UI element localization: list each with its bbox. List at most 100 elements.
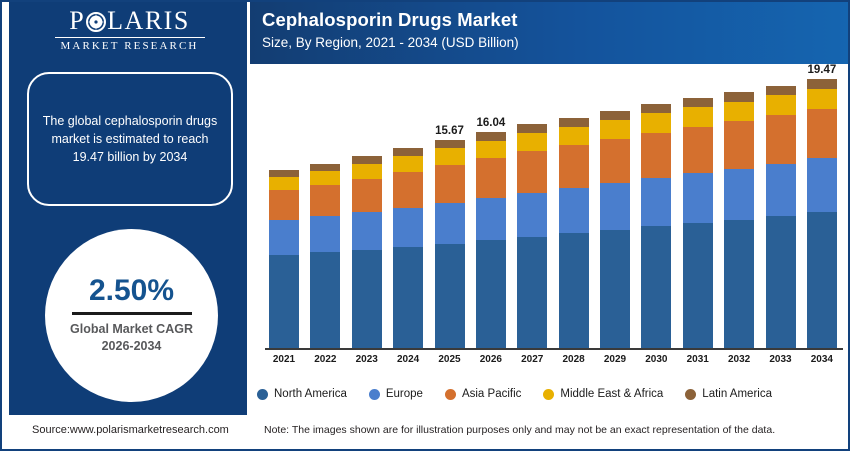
bar-column[interactable] (517, 71, 548, 350)
bar-column[interactable] (558, 71, 589, 350)
bar-segment[interactable] (682, 107, 713, 127)
bar-segment[interactable] (558, 144, 589, 188)
legend-item[interactable]: Europe (368, 388, 423, 400)
bar-segment[interactable] (600, 119, 630, 139)
bar-column[interactable]: 16.04 (475, 71, 506, 350)
bar-segment[interactable] (724, 168, 755, 220)
bar-segment[interactable] (806, 158, 837, 212)
bar-segment[interactable] (310, 170, 341, 185)
bar-segment[interactable] (434, 148, 465, 165)
bar-segment[interactable] (475, 140, 506, 158)
bar-segment[interactable] (641, 178, 672, 227)
bar-segment[interactable] (682, 222, 713, 350)
bar-segment[interactable] (351, 156, 382, 164)
bar-segment[interactable] (351, 178, 382, 213)
bar-segment[interactable] (393, 148, 424, 157)
bar-segment[interactable] (310, 163, 341, 171)
bar-segment[interactable] (558, 233, 589, 350)
bar-segment[interactable] (269, 190, 299, 220)
bar-segment[interactable] (724, 121, 755, 169)
bar-segment[interactable] (806, 108, 837, 159)
bar-segment[interactable] (641, 226, 672, 350)
bar-column[interactable] (310, 71, 341, 350)
bar-segment[interactable] (641, 132, 672, 178)
legend-color-dot (257, 388, 268, 400)
bar-segment[interactable] (724, 92, 755, 102)
bar-segment[interactable] (558, 187, 589, 234)
bar-column[interactable] (724, 71, 755, 350)
bar-segment[interactable] (600, 138, 630, 184)
bar-segment[interactable] (765, 215, 796, 350)
bar-segment[interactable] (806, 79, 837, 89)
bar-segment[interactable] (351, 249, 382, 350)
bar-segment[interactable] (765, 85, 796, 96)
bar-segment[interactable] (600, 183, 630, 230)
legend-item[interactable]: Middle East & Africa (543, 388, 663, 400)
x-axis-tick: 2024 (397, 354, 420, 365)
bar-segment[interactable] (269, 177, 299, 191)
bar-stack (393, 148, 424, 350)
bar-column[interactable]: 15.67 (434, 71, 465, 350)
bar-segment[interactable] (806, 211, 837, 350)
legend-label: Latin America (702, 388, 772, 400)
bar-segment[interactable] (765, 95, 796, 116)
legend-item[interactable]: North America (257, 388, 347, 400)
bar-column[interactable] (393, 71, 424, 350)
bar-segment[interactable] (558, 126, 589, 145)
bar-segment[interactable] (269, 254, 299, 350)
bar-segment[interactable] (641, 104, 672, 114)
bar-segment[interactable] (517, 132, 548, 151)
bar-segment[interactable] (765, 163, 796, 216)
bar-segment[interactable] (517, 123, 548, 133)
bar-segment[interactable] (558, 117, 589, 127)
bar-segment[interactable] (724, 219, 755, 350)
bar-segment[interactable] (475, 157, 506, 199)
bar-column[interactable] (351, 71, 382, 350)
bar-segment[interactable] (393, 171, 424, 208)
bar-segment[interactable] (393, 246, 424, 350)
bar-segment[interactable] (765, 115, 796, 164)
bar-segment[interactable] (310, 216, 341, 253)
bar-segment[interactable] (600, 110, 630, 120)
legend-item[interactable]: Latin America (685, 388, 772, 400)
bar-column[interactable] (269, 71, 299, 350)
bar-segment[interactable] (310, 252, 341, 350)
bar-segment[interactable] (351, 163, 382, 179)
bar-segment[interactable] (475, 240, 506, 350)
x-axis-tick: 2026 (479, 354, 502, 365)
bar-column[interactable]: 19.47 (806, 64, 837, 350)
bar-segment[interactable] (434, 164, 465, 203)
callout-text: The global cephalosporin drugs market is… (42, 113, 218, 165)
x-axis-tick: 2023 (355, 354, 378, 365)
bar-column[interactable] (765, 71, 796, 350)
bar-segment[interactable] (434, 243, 465, 350)
legend-item[interactable]: Asia Pacific (444, 388, 521, 400)
bar-column[interactable] (641, 71, 672, 350)
bar-segment[interactable] (351, 212, 382, 250)
bar-segment[interactable] (475, 131, 506, 141)
bar-segment[interactable] (641, 113, 672, 133)
bar-segment[interactable] (806, 88, 837, 109)
bar-segment[interactable] (682, 173, 713, 223)
bar-segment[interactable] (517, 192, 548, 237)
bar-segment[interactable] (434, 202, 465, 244)
bar-segment[interactable] (310, 184, 341, 217)
bar-segment[interactable] (269, 170, 299, 178)
bar-segment[interactable] (517, 236, 548, 350)
bar-segment[interactable] (475, 198, 506, 241)
bar-segment[interactable] (600, 229, 630, 350)
chart-area: 15.67 16.04 19.47 2021 2022 2023 2024 2025 2026… (253, 64, 848, 374)
bar-segment[interactable] (269, 220, 299, 255)
bar-segment[interactable] (393, 207, 424, 247)
bar-segment[interactable] (682, 97, 713, 108)
bar-segment[interactable] (434, 140, 465, 149)
bar-segment[interactable] (682, 126, 713, 174)
cagr-value: 2.50% (88, 274, 175, 308)
bar-column[interactable] (682, 71, 713, 350)
bar-segment[interactable] (724, 101, 755, 122)
footer-source[interactable]: Source:www.polarismarketresearch.com (32, 424, 229, 436)
bar-segment[interactable] (393, 156, 424, 172)
bar-column[interactable] (600, 71, 630, 350)
bar-segment[interactable] (517, 150, 548, 193)
